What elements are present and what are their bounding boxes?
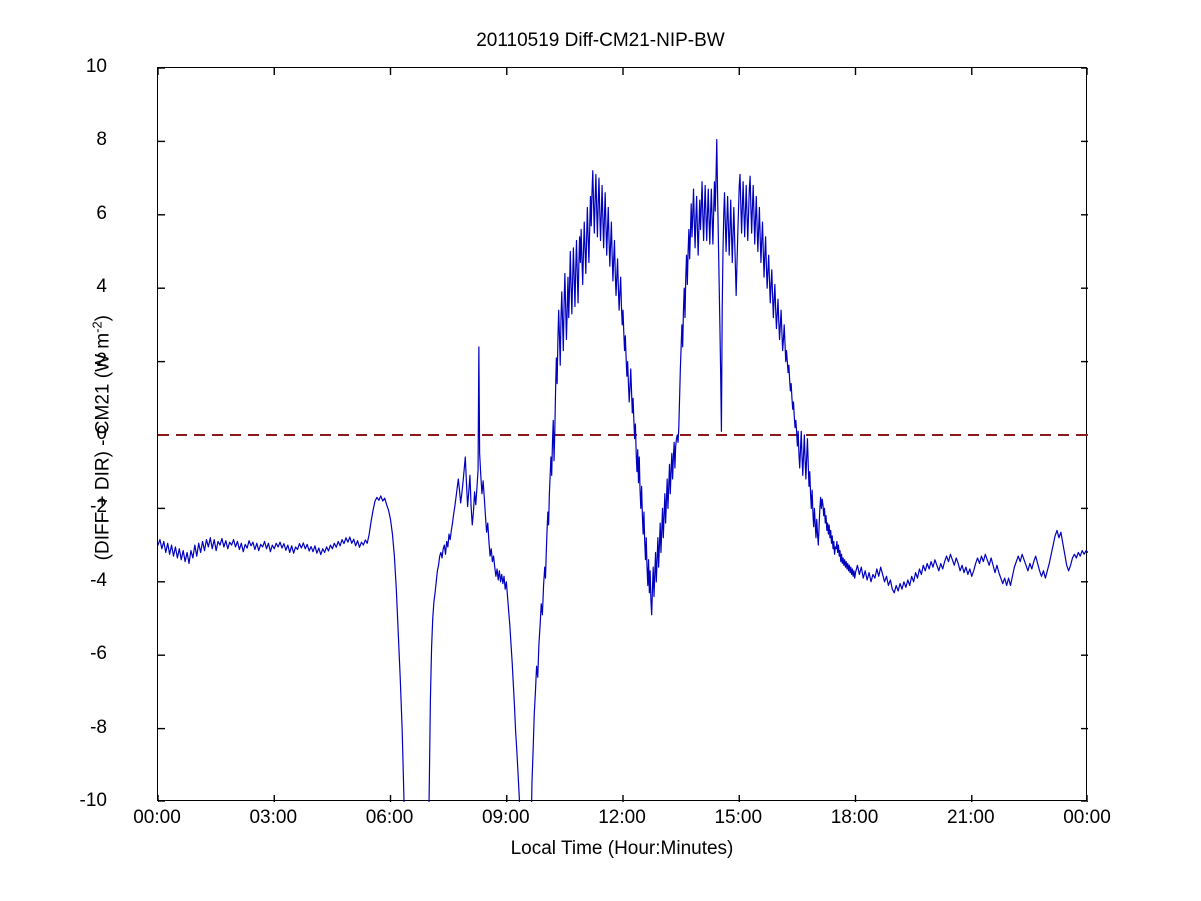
x-tick-label: 12:00 xyxy=(598,807,646,828)
y-tick-label: -8 xyxy=(90,716,107,738)
x-tick-label: 03:00 xyxy=(249,807,298,828)
y-axis-label-suffix: ) xyxy=(92,314,114,322)
y-tick-label: 0 xyxy=(96,423,107,444)
plot-svg xyxy=(158,68,1088,802)
y-tick-label: -2 xyxy=(90,496,107,518)
y-tick-label: 8 xyxy=(96,129,107,151)
x-tick-label: 18:00 xyxy=(830,807,879,828)
x-tick-label: 21:00 xyxy=(946,807,995,828)
x-tick-label: 15:00 xyxy=(714,807,763,828)
x-tick-label: 06:00 xyxy=(365,807,414,828)
tick-marks xyxy=(158,68,1088,802)
chart-title: 20110519 Diff-CM21-NIP-BW xyxy=(476,30,725,51)
y-tick-label: 6 xyxy=(96,202,107,224)
y-tick-label: -4 xyxy=(90,569,107,591)
y-tick-label: -10 xyxy=(79,790,107,811)
x-tick-label: 09:00 xyxy=(481,807,530,828)
y-tick-label: 2 xyxy=(96,349,107,371)
y-tick-label: 4 xyxy=(96,276,107,298)
y-axis-label-exponent: -2 xyxy=(89,321,105,333)
y-tick-label: 10 xyxy=(85,56,107,77)
x-axis-label: Local Time (Hour:Minutes) xyxy=(510,838,734,859)
y-tick-label: -6 xyxy=(90,643,107,665)
data-series xyxy=(158,138,1088,802)
plot-area xyxy=(157,67,1088,802)
x-tick-label: 00:00 xyxy=(133,807,181,828)
x-tick-label: 00:00 xyxy=(1063,807,1111,828)
